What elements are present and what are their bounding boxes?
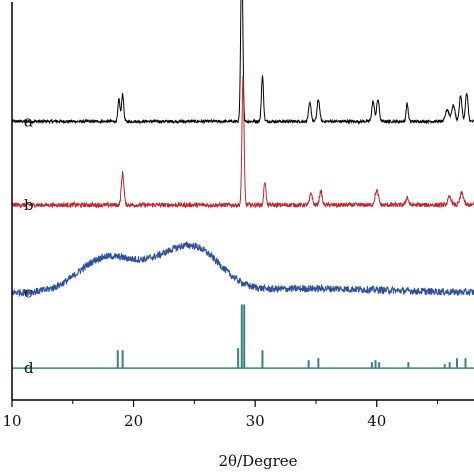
x-tick-label-40: 40 — [367, 412, 386, 430]
series-label-d: d — [24, 359, 34, 377]
series-group: a b c d — [11, 0, 474, 377]
x-tick-label-10: 10 — [2, 412, 21, 430]
series-b-line — [11, 76, 474, 209]
axes-group: 10 20 30 40 — [2, 2, 474, 430]
series-a: a — [11, 0, 474, 130]
series-c-line — [11, 240, 474, 298]
x-tick-label-20: 20 — [124, 412, 143, 430]
series-label-b: b — [24, 196, 34, 214]
series-d: d — [12, 304, 474, 377]
series-b: b — [11, 76, 474, 214]
series-label-c: c — [24, 284, 32, 302]
series-a-line — [11, 0, 474, 125]
series-c: c — [11, 240, 474, 302]
x-axis-title: 2θ/Degree — [218, 452, 297, 470]
series-label-a: a — [24, 112, 33, 130]
x-tick-label-30: 30 — [246, 412, 265, 430]
